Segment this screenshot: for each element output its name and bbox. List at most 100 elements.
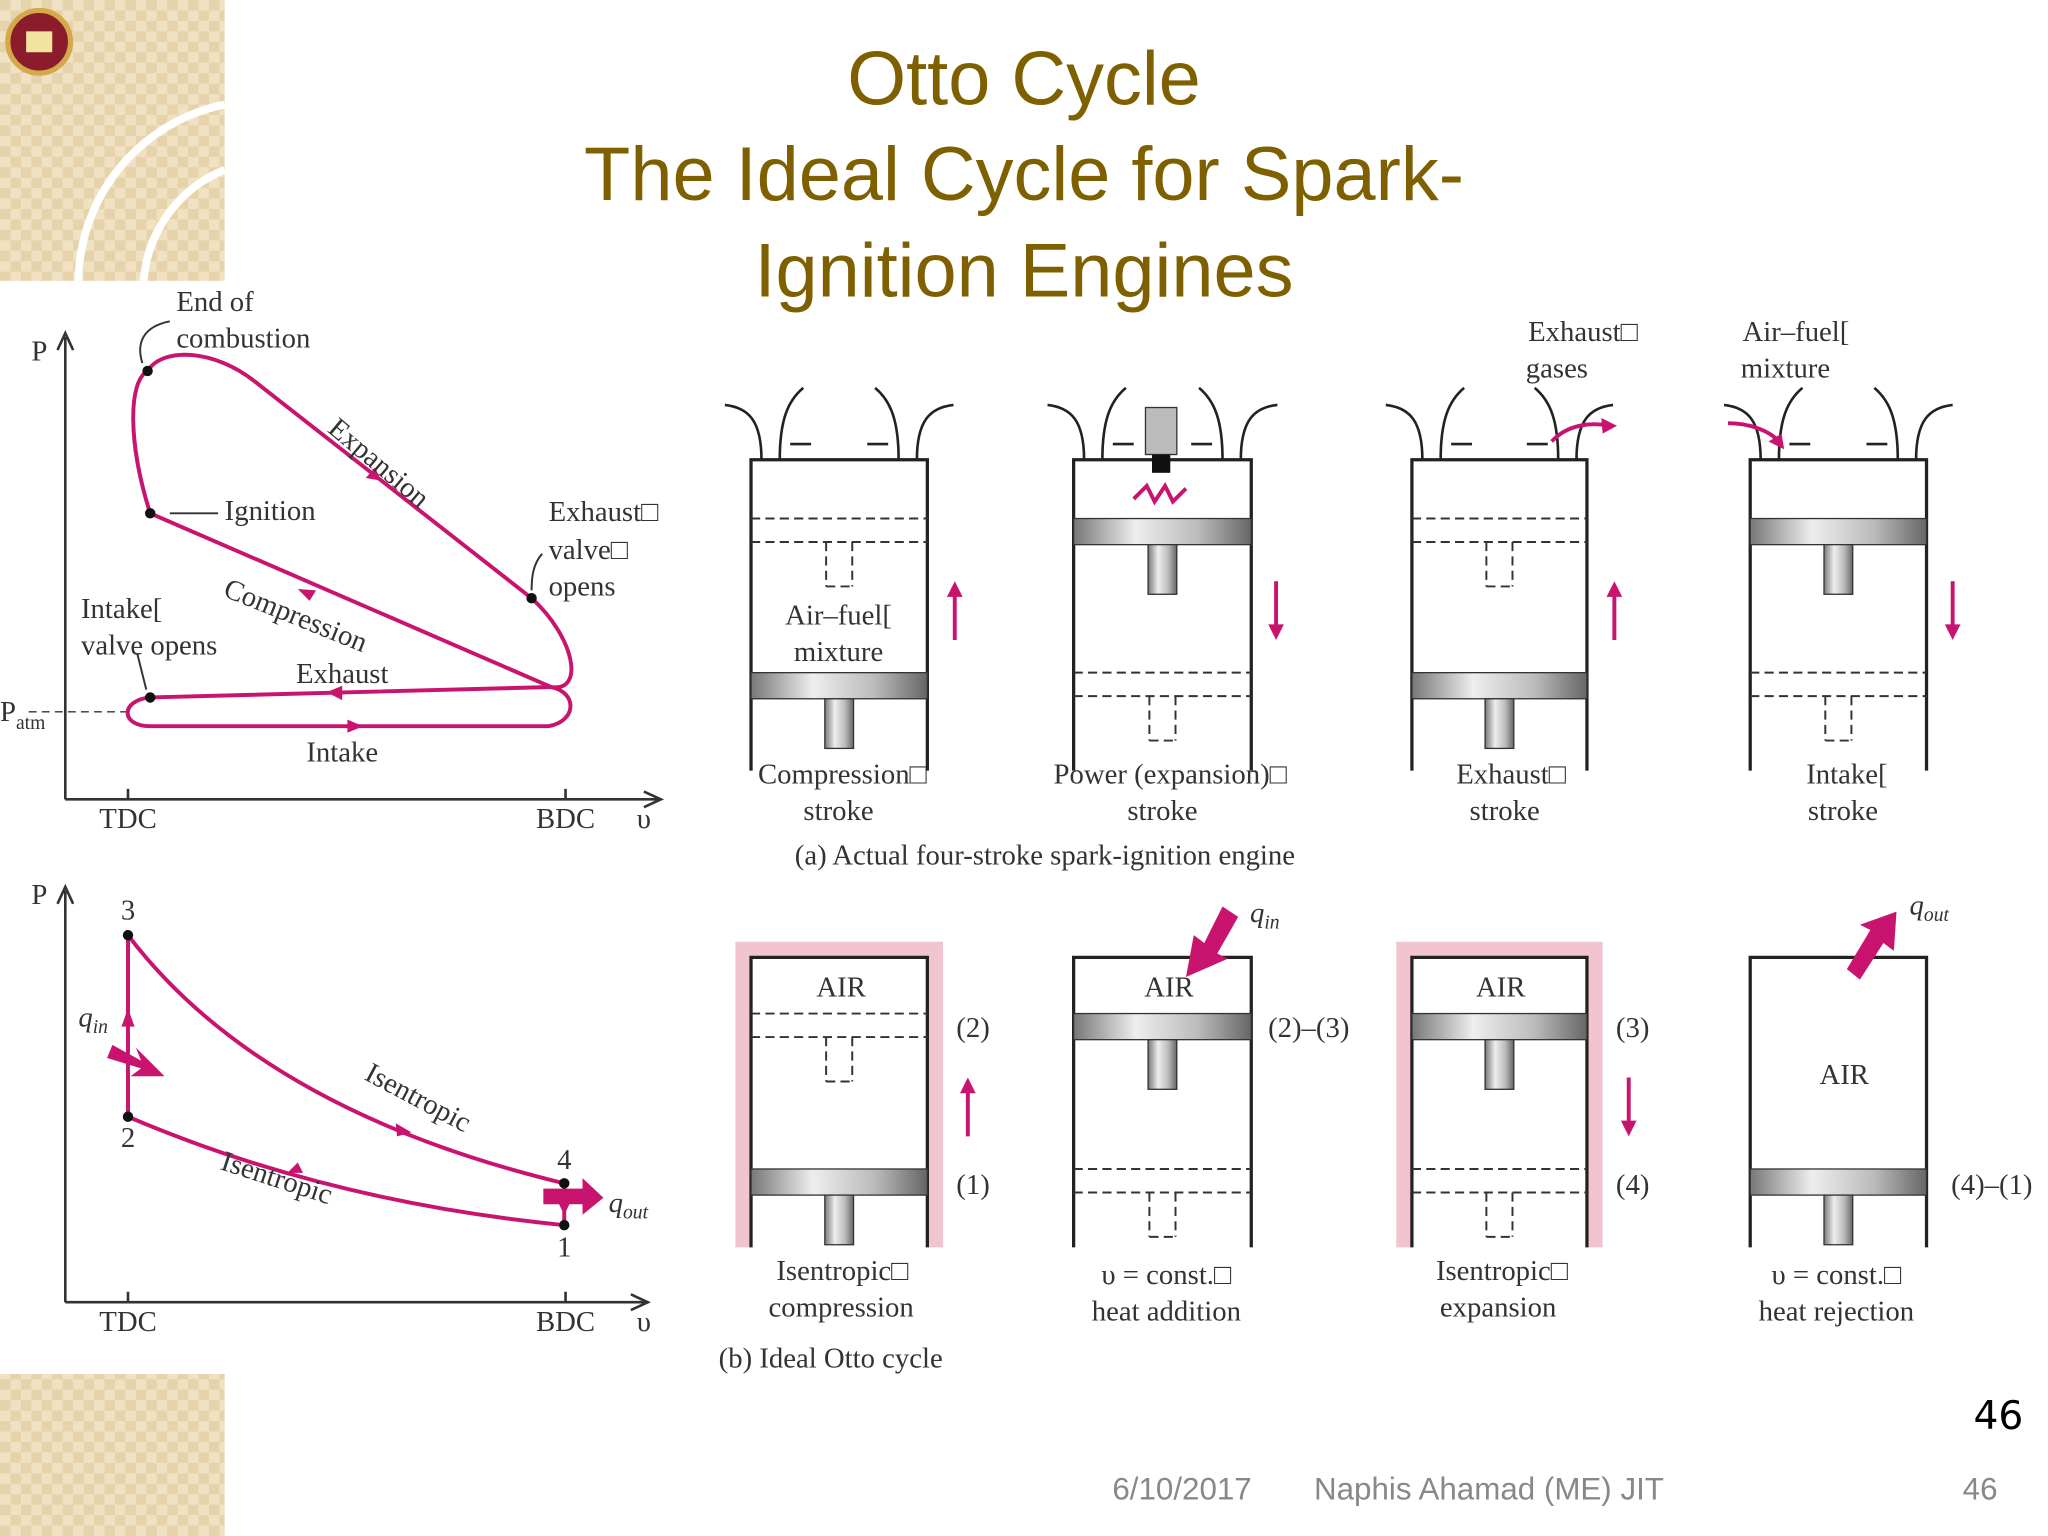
decor-bottom (0, 1374, 225, 1536)
caption: Exhaust□ (1456, 759, 1567, 791)
label-sub: in (1264, 913, 1279, 934)
label: mixture (794, 636, 883, 668)
ghost-piston (1411, 517, 1587, 588)
piston-rod (1147, 544, 1178, 595)
piston-rod (1484, 1039, 1515, 1090)
label-main: q (1910, 889, 1924, 921)
actual-pv-diagram: P Patm TDC BDC υ End of combustion Ignit… (0, 286, 665, 835)
cylinder-wall (1072, 955, 1253, 1248)
cylinder-wall (1410, 955, 1589, 1248)
label: Intake (306, 736, 378, 768)
valve (867, 386, 954, 460)
label-sub: out (1924, 905, 1950, 926)
caption: stroke (1127, 795, 1197, 827)
footer-date: 6/10/2017 (1112, 1471, 1251, 1506)
motion-arrowhead (1620, 1120, 1637, 1137)
heat-label: qout (1910, 889, 1950, 926)
piston (1072, 517, 1252, 546)
label-sub: in (93, 1017, 108, 1038)
cylinder-wall (1072, 458, 1253, 771)
caption: Isentropic□ (776, 1255, 909, 1287)
slide-number: 46 (1973, 1394, 2023, 1439)
tick-label: BDC (536, 803, 595, 835)
motion-arrowhead (1944, 624, 1961, 640)
axis-label: υ (637, 803, 651, 835)
decor-arc (74, 100, 227, 282)
heat-label: qin (1250, 897, 1280, 934)
state-label: (1) (956, 1169, 990, 1201)
valve (1526, 386, 1614, 460)
label: Intake[ (81, 593, 162, 625)
caption: compression (769, 1292, 914, 1324)
label: gases (1526, 352, 1588, 384)
label: valve opens (81, 629, 217, 661)
tick-label: TDC (99, 1306, 156, 1338)
axis-label: Patm (0, 696, 45, 734)
caption: heat rejection (1759, 1295, 1914, 1327)
state-label: (2)–(3) (1268, 1012, 1349, 1044)
tick-label: TDC (99, 803, 156, 835)
label: mixture (1741, 352, 1830, 384)
piston-rod (1484, 698, 1515, 750)
point-label: 3 (121, 895, 135, 927)
logo-mark (26, 31, 53, 53)
label: Air–fuel[ (785, 599, 892, 631)
label: Ignition (225, 495, 316, 527)
pumping-loop (125, 685, 573, 729)
heat-arrow (1846, 911, 1897, 980)
title-line: Ignition Engines (754, 228, 1293, 313)
gas-flow (1727, 421, 1781, 443)
caption: stroke (803, 795, 873, 827)
point-label: 4 (557, 1144, 571, 1176)
piston (750, 672, 928, 700)
label: valve□ (549, 534, 629, 566)
motion-arrowhead (960, 1077, 976, 1094)
ideal-engine: AIR AIR AIR AIR Isentropic□ compression … (719, 889, 2033, 1374)
spark-plug (1144, 406, 1178, 456)
axes (56, 883, 651, 1312)
air-label: AIR (1144, 972, 1194, 1004)
motion-arrowhead (1606, 581, 1623, 597)
label-main: q (609, 1187, 623, 1219)
valve (1866, 386, 1953, 460)
piston-rod (824, 698, 855, 750)
caption: heat addition (1092, 1295, 1241, 1327)
cylinder-wall (1748, 458, 1929, 771)
label: Compression (219, 572, 372, 658)
ghost-piston (1073, 671, 1252, 742)
piston (1411, 672, 1588, 700)
caption: Intake[ (1806, 759, 1887, 791)
figure-caption: (b) Ideal Otto cycle (719, 1343, 943, 1375)
caption: Isentropic□ (1436, 1255, 1569, 1287)
gas-flow-head (1768, 433, 1785, 450)
label: End of (176, 286, 254, 318)
piston (1072, 1012, 1252, 1041)
ghost-piston (1750, 671, 1927, 742)
spark-plug-tip (1152, 454, 1171, 473)
caption: stroke (1808, 795, 1878, 827)
points (122, 929, 570, 1231)
valve (1723, 386, 1811, 460)
gas-flow-head (1601, 417, 1617, 434)
valve (1047, 386, 1134, 460)
caption: stroke (1470, 795, 1540, 827)
compression-curve (149, 511, 552, 689)
arrows (107, 1008, 604, 1215)
cylinders (724, 386, 1961, 1248)
air-label: AIR (1476, 972, 1526, 1004)
label: Isentropic (360, 1057, 476, 1139)
ideal-pv-diagram: P TDC BDC υ 1 2 3 4 qin qout Isentropic … (31, 879, 651, 1338)
piston-rod (1823, 1194, 1854, 1246)
piston (1749, 517, 1928, 546)
points (142, 365, 537, 703)
cycle-curve (131, 352, 574, 690)
cylinder-wall (749, 458, 929, 771)
state-label: (4)–(1) (1951, 1169, 2032, 1201)
caption: υ = const.□ (1771, 1259, 1902, 1291)
piston (1411, 1012, 1588, 1041)
cylinder-wall (749, 955, 929, 1248)
label: combustion (176, 322, 310, 354)
axis-label: P (31, 879, 47, 911)
valve (1385, 386, 1472, 460)
